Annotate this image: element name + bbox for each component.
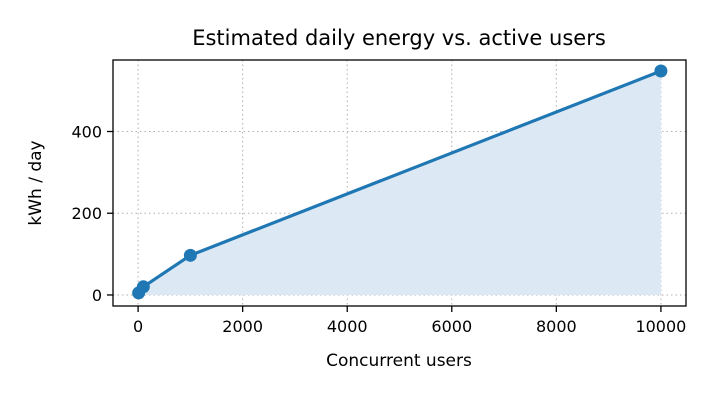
y-axis-label: kWh / day [26,140,46,225]
series-area [138,71,661,295]
x-tick-label: 10000 [635,317,686,336]
data-point [654,64,668,78]
ticks: 0 2000 4000 6000 8000 10000 0 200 400 [71,123,686,336]
x-tick-label: 4000 [327,317,368,336]
data-points [132,64,668,300]
x-tick-label: 0 [133,317,143,336]
data-point [183,248,197,262]
x-tick-label: 8000 [536,317,577,336]
data-point [136,280,150,294]
x-axis-label: Concurrent users [326,351,472,371]
y-tick-label: 400 [71,123,102,142]
y-tick-label: 0 [92,286,102,305]
plot-frame [112,59,687,307]
x-tick-label: 2000 [222,317,263,336]
chart-title: Estimated daily energy vs. active users [192,26,606,50]
y-tick-label: 200 [71,204,102,223]
x-tick-label: 6000 [431,317,472,336]
